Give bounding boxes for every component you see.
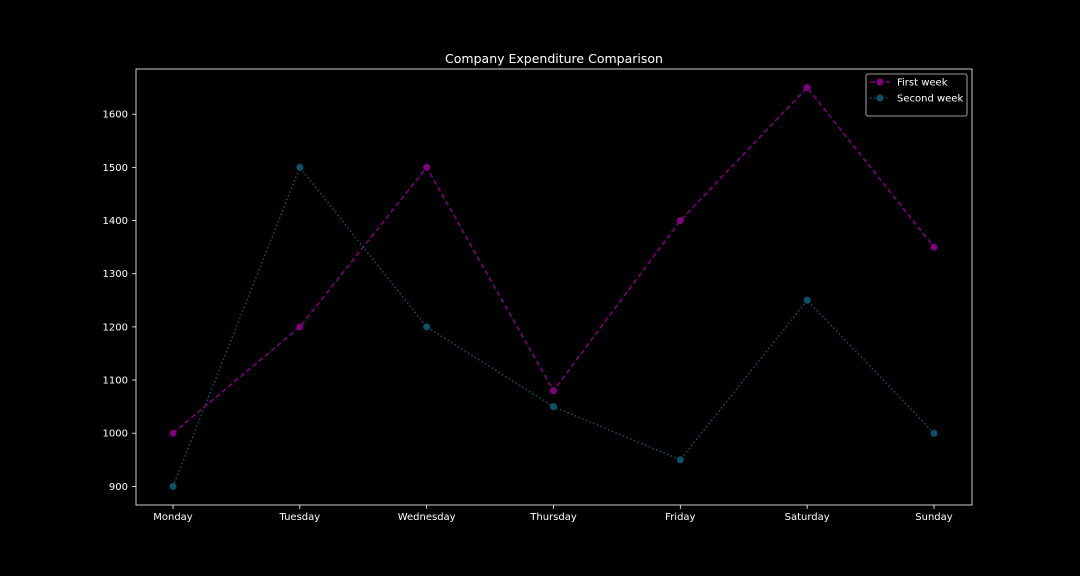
legend-label: Second week [897, 94, 963, 105]
x-tick-label: Sunday [915, 512, 952, 523]
data-point [676, 217, 684, 225]
series-layer [169, 84, 938, 490]
data-point [423, 323, 431, 331]
series-1 [169, 84, 938, 437]
legend-item: Second week [870, 94, 963, 105]
legend-box [865, 73, 968, 117]
y-tick-label: 1500 [103, 163, 128, 174]
axes: 900 1000 1100 1200 1300 1400 1500 1600 Monday Tue… [103, 68, 973, 523]
data-point [550, 403, 557, 411]
data-point [803, 84, 811, 92]
y-tick-label: 1300 [103, 269, 128, 280]
data-point [169, 429, 177, 437]
y-tick-label: 1100 [103, 376, 128, 387]
legend-marker [876, 94, 884, 102]
y-tick-label: 1200 [103, 322, 128, 333]
x-tick-label: Thursday [529, 512, 577, 523]
y-tick-label: 1400 [103, 216, 128, 227]
data-point [803, 296, 811, 304]
x-tick-label: Wednesday [398, 512, 456, 523]
chart-title: Company Expenditure Comparison [445, 51, 663, 66]
data-point [169, 482, 177, 490]
legend: First week Second week [865, 73, 968, 117]
y-tick-label: 900 [109, 482, 128, 493]
legend-marker [876, 78, 884, 86]
y-tick-label: 1000 [103, 429, 128, 440]
legend-label: First week [897, 78, 948, 89]
plot-frame [135, 68, 973, 506]
series-2 [169, 163, 938, 490]
data-point [930, 243, 938, 251]
y-tick-label: 1600 [103, 110, 128, 121]
data-point [550, 387, 557, 395]
data-point [930, 429, 938, 437]
data-point [423, 163, 431, 171]
x-tick-label: Tuesday [278, 512, 320, 523]
legend-item: First week [870, 78, 948, 89]
series-line [172, 165, 935, 487]
data-point [676, 456, 684, 464]
x-tick-label: Saturday [785, 512, 830, 523]
x-tick-label: Monday [153, 512, 193, 523]
data-point [296, 163, 304, 171]
data-point [296, 323, 304, 331]
x-tick-label: Friday [665, 512, 695, 523]
series-line [172, 86, 935, 434]
